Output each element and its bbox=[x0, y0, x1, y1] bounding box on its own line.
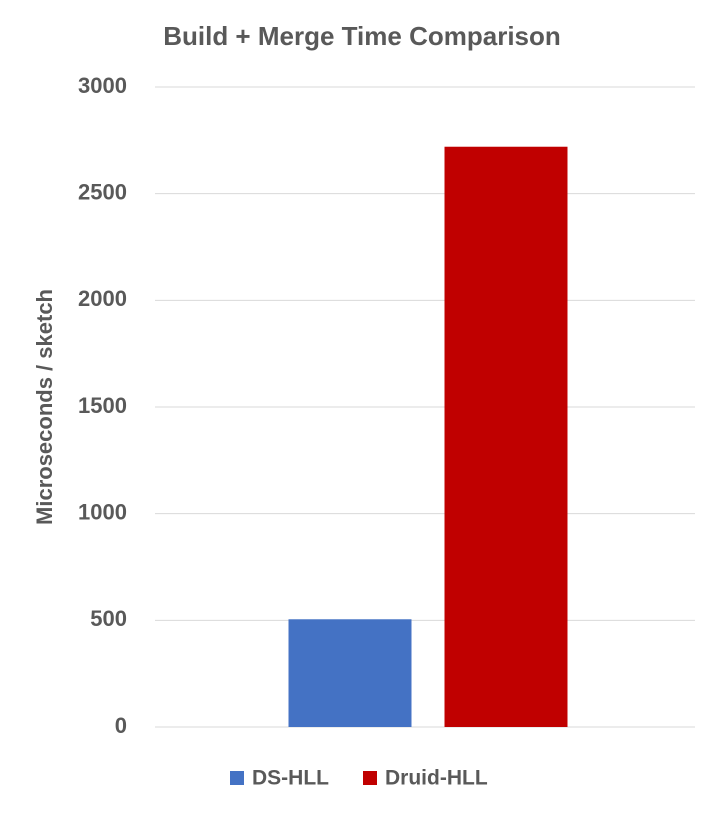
chart-title: Build + Merge Time Comparison bbox=[163, 21, 561, 51]
y-tick-label: 2000 bbox=[78, 286, 127, 311]
bar bbox=[288, 619, 412, 727]
y-tick-label: 3000 bbox=[78, 73, 127, 98]
bar bbox=[444, 146, 568, 727]
legend-label: Druid-HLL bbox=[385, 767, 488, 790]
legend-swatch bbox=[230, 771, 244, 785]
y-tick-label: 0 bbox=[115, 713, 127, 738]
y-axis-label: Microseconds / sketch bbox=[32, 289, 57, 525]
legend-swatch bbox=[363, 771, 377, 785]
y-tick-label: 1000 bbox=[78, 499, 127, 524]
y-tick-label: 500 bbox=[90, 606, 127, 631]
legend-label: DS-HLL bbox=[252, 767, 329, 790]
y-tick-label: 2500 bbox=[78, 179, 127, 204]
y-tick-label: 1500 bbox=[78, 393, 127, 418]
